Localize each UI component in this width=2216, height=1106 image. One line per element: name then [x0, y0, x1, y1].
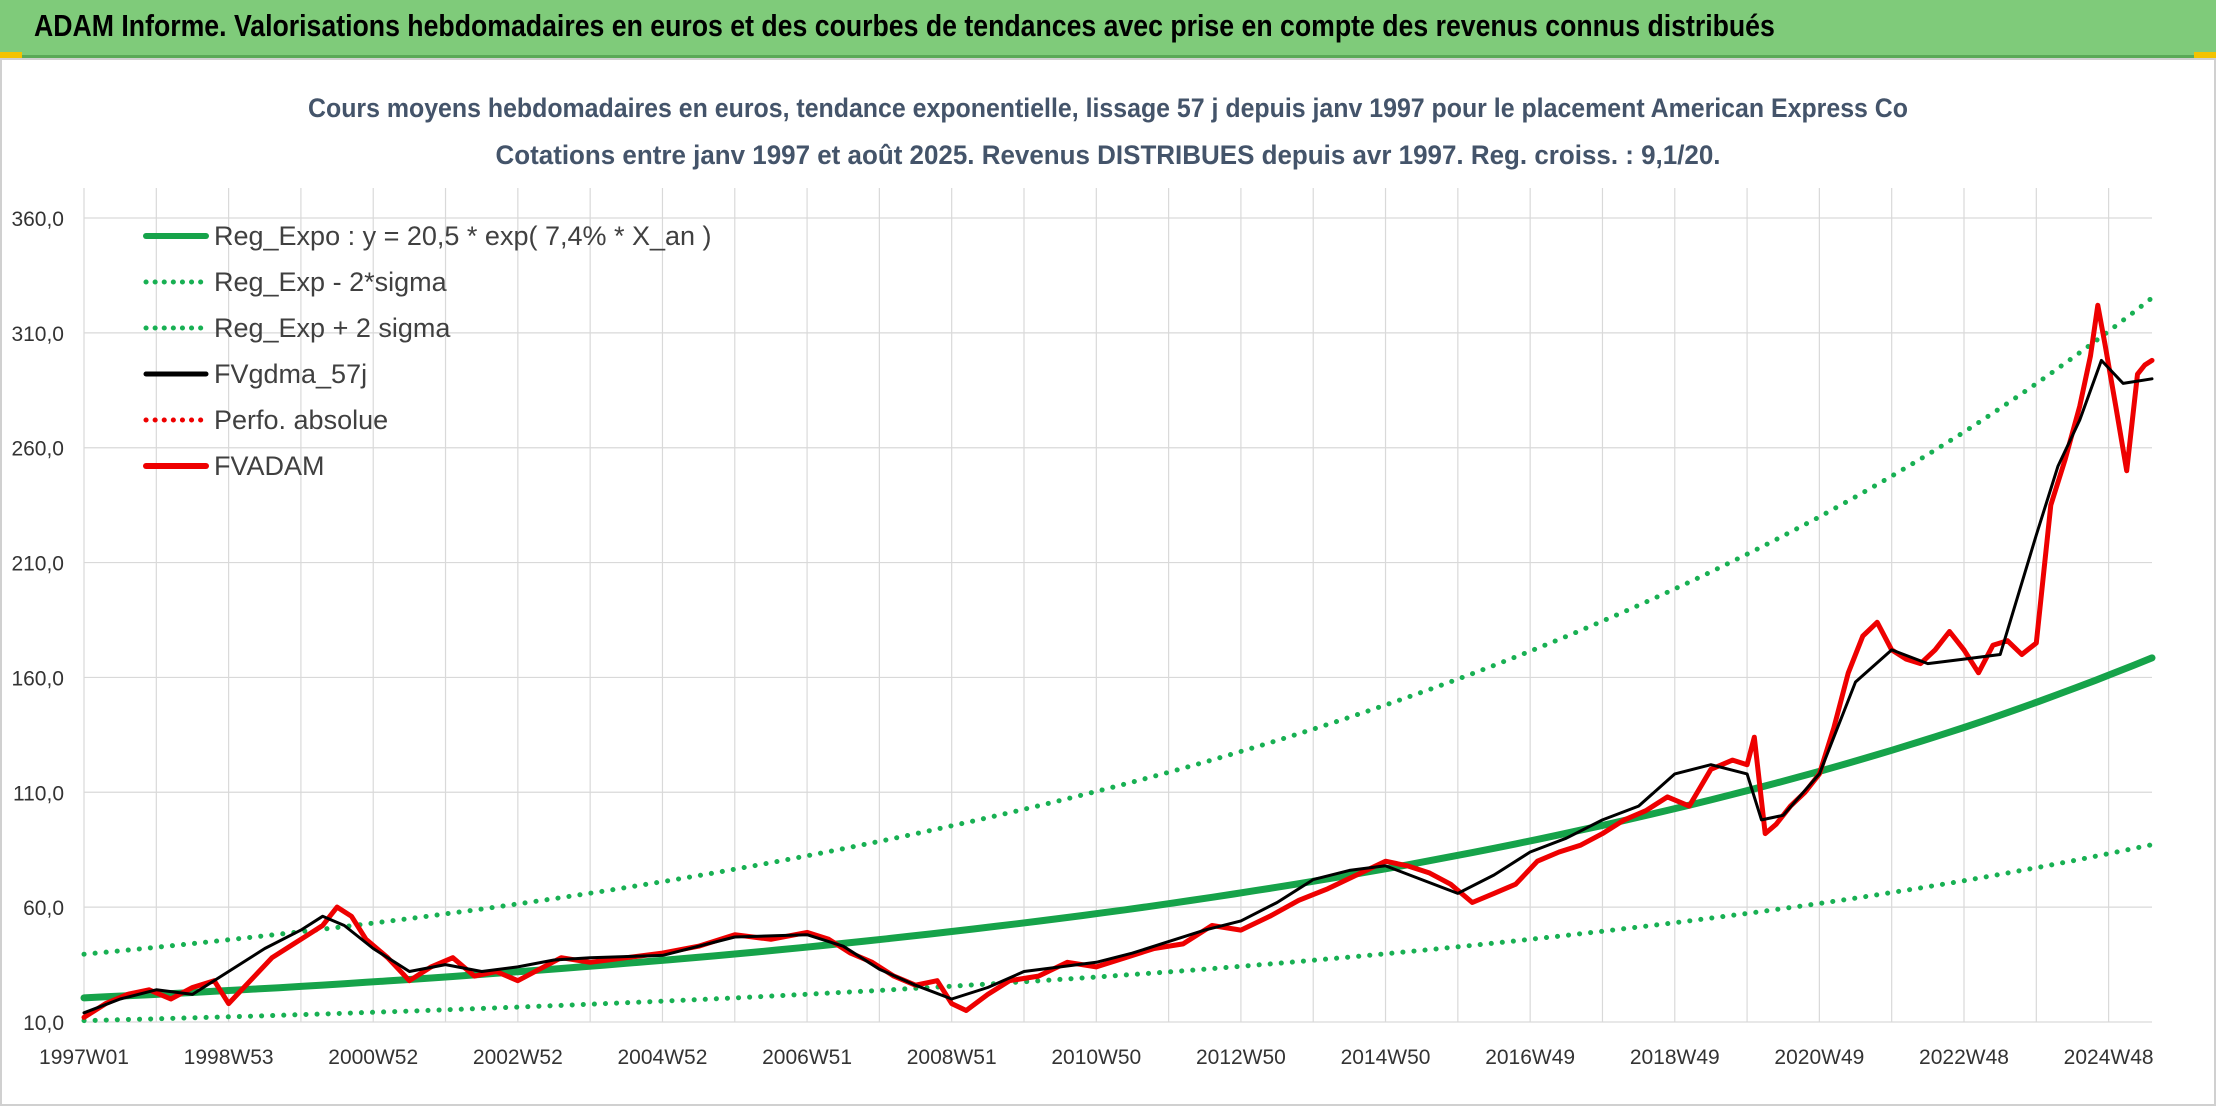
x-tick-label: 2004W52: [618, 1046, 708, 1069]
y-tick-label: 360,0: [11, 208, 64, 231]
y-tick-label: 110,0: [13, 782, 64, 805]
legend-label: FVgdma_57j: [214, 359, 367, 389]
x-axis-ticks: 1997W01 1998W53 2000W52 2002W52 2004W52 2006W…: [39, 1046, 2154, 1069]
y-tick-label: 310,0: [11, 323, 64, 346]
series-line-3: [82, 358, 2154, 1015]
y-tick-label: 60,0: [23, 897, 64, 920]
y-tick-label: 10,0: [23, 1012, 64, 1035]
chart: 10,0 60,0 110,0 160,0 210,0 260,0 310,0 360,0 1…: [11, 93, 2156, 1069]
chart-frame: [0, 58, 2216, 1106]
x-tick-label: 2000W52: [328, 1046, 418, 1069]
x-tick-label: 1997W01: [39, 1046, 129, 1069]
chart-subtitle: Cotations entre janv 1997 et août 2025. …: [496, 140, 1721, 170]
x-tick-label: 2002W52: [473, 1046, 563, 1069]
x-tick-label: 2020W49: [1774, 1046, 1864, 1069]
x-tick-label: 1998W53: [184, 1046, 274, 1069]
x-tick-label: 2008W51: [907, 1046, 997, 1069]
corner-marker-left: [0, 52, 22, 58]
legend-label: FVADAM: [214, 451, 325, 481]
y-axis-ticks: 10,0 60,0 110,0 160,0 210,0 260,0 310,0 360,0: [11, 208, 64, 1035]
x-tick-label: 2016W49: [1485, 1046, 1575, 1069]
x-tick-label: 2022W48: [1919, 1046, 2009, 1069]
legend: Reg_Expo : y = 20,5 * exp( 7,4% * X_an )…: [143, 221, 712, 481]
x-tick-label: 2012W50: [1196, 1046, 1286, 1069]
series-line-0: [80, 654, 2156, 1002]
legend-label: Reg_Exp + 2 sigma: [214, 313, 451, 343]
x-tick-label: 2010W50: [1051, 1046, 1141, 1069]
x-tick-label: 2006W51: [762, 1046, 852, 1069]
chart-title: Cours moyens hebdomadaires en euros, ten…: [308, 93, 1908, 123]
legend-label: Reg_Expo : y = 20,5 * exp( 7,4% * X_an ): [214, 221, 712, 251]
report-title: ADAM Informe. Valorisations hebdomadaire…: [34, 8, 1775, 43]
chart-grid: [83, 188, 2152, 1023]
series-line-5: [81, 302, 2155, 1020]
chart-series: [80, 295, 2156, 1024]
x-tick-label: 2018W49: [1630, 1046, 1720, 1069]
y-tick-label: 160,0: [11, 667, 64, 690]
x-tick-label: 2014W50: [1341, 1046, 1431, 1069]
corner-marker-right: [2194, 52, 2216, 58]
report-header: ADAM Informe. Valorisations hebdomadaire…: [0, 0, 2216, 58]
series-line-1: [81, 842, 2155, 1024]
legend-label: Reg_Exp - 2*sigma: [214, 267, 448, 297]
x-tick-label: 2024W48: [2064, 1046, 2154, 1069]
y-tick-label: 260,0: [11, 438, 64, 461]
legend-label: Perfo. absolue: [214, 405, 388, 435]
y-tick-label: 210,0: [11, 553, 64, 576]
series-line-2: [81, 295, 2155, 957]
